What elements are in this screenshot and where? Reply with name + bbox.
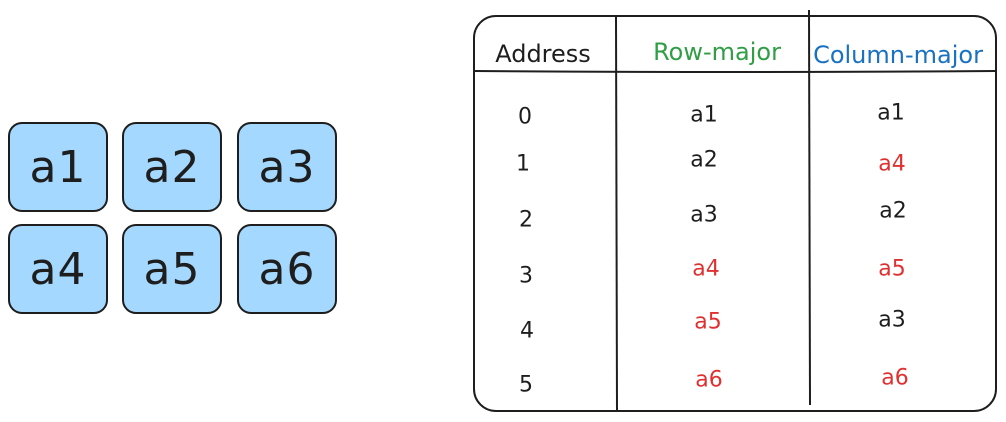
column-major-cell: a5 [878,256,906,282]
matrix-grid: a1 a2 a3 a4 a5 a6 [8,122,342,322]
column-major-cell: a3 [878,307,906,333]
matrix-cell: a2 [122,122,222,212]
column-major-cell: a6 [881,365,909,391]
column-major-cell: a4 [878,151,906,177]
column-divider [615,15,618,412]
row-major-cell: a4 [692,256,720,282]
row-major-header: Row-major [653,38,781,66]
address-cell: 3 [519,263,533,289]
matrix-cell: a5 [122,224,222,314]
matrix-cell-label: a3 [258,141,316,193]
column-major-cell: a2 [879,198,907,224]
matrix-cell: a4 [8,224,108,314]
address-cell: 4 [520,318,534,344]
matrix-cell-label: a6 [258,243,316,295]
header-divider [473,70,997,73]
matrix-cell: a6 [237,224,337,314]
matrix-cell-label: a4 [29,243,87,295]
row-major-cell: a1 [690,102,718,128]
address-cell: 2 [519,207,533,233]
address-cell: 5 [519,372,533,398]
column-major-cell: a1 [877,100,905,126]
row-major-cell: a2 [690,147,718,173]
address-cell: 1 [516,151,530,177]
matrix-cell-label: a1 [29,141,87,193]
address-header: Address [495,40,591,68]
row-major-cell: a5 [694,309,722,335]
row-major-cell: a3 [690,202,718,228]
matrix-cell: a1 [8,122,108,212]
row-major-cell: a6 [695,367,723,393]
column-major-header: Column-major [813,41,983,69]
column-divider [808,9,811,406]
table-border [473,15,997,412]
matrix-cell-label: a5 [143,243,201,295]
matrix-cell-label: a2 [143,141,201,193]
matrix-cell: a3 [237,122,337,212]
address-cell: 0 [518,104,532,130]
